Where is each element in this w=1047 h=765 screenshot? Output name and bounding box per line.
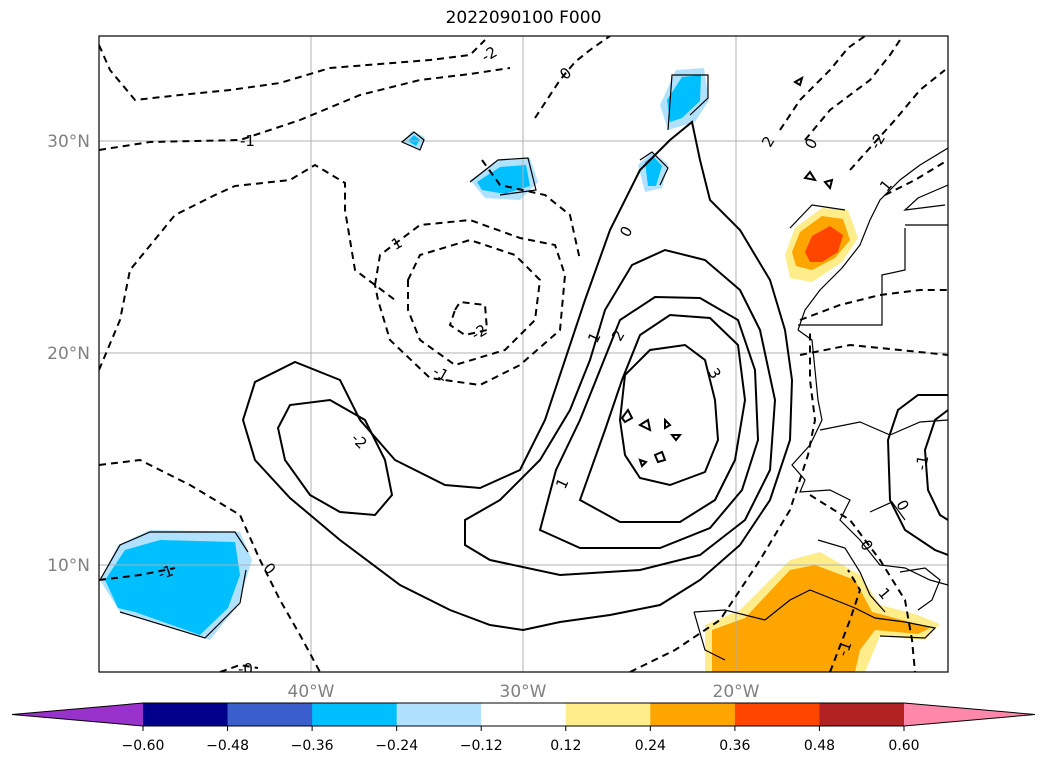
contour-label: 1: [552, 475, 572, 491]
contour-label: 0: [616, 223, 636, 240]
colorbar-tick-label: −0.48: [206, 738, 249, 754]
colorbar-bin: [734, 703, 820, 726]
lat-label-30n: 30°N: [47, 132, 90, 152]
colorbar-tick-label: 0.24: [635, 738, 666, 754]
colorbar-bin: [650, 703, 736, 726]
contour-label: -1: [430, 362, 452, 385]
colorbar-tick-label: 0.60: [888, 738, 919, 754]
contour-label: 0: [801, 135, 821, 152]
contour-label: 0: [259, 559, 279, 578]
coastlines: [99, 74, 948, 661]
map-title: 2022090100 F000: [445, 8, 602, 28]
colorbar-tick-label: 0.48: [804, 738, 835, 754]
map-frame: [98, 35, 949, 673]
contour-label: -2: [478, 43, 500, 66]
longitude-labels: 40°W 30°W 20°W: [288, 682, 760, 702]
colorbar-bin: [819, 703, 905, 726]
colorbar-tick-label: −0.60: [122, 738, 165, 754]
lat-label-10n: 10°N: [47, 556, 90, 576]
colorbar-bin: [227, 703, 313, 726]
map-plot-area: -2 0 -1 1 -1 -2 -2 0 1 2 3 1 2 0 -2 1 0 …: [99, 36, 948, 678]
lon-label-40w: 40°W: [288, 682, 335, 702]
colorbar-bin: [396, 703, 482, 726]
contour-label: 1: [584, 329, 604, 345]
contour-label: 1: [388, 233, 405, 253]
colorbar-bin: [565, 703, 651, 726]
lat-label-20n: 20°N: [47, 344, 90, 364]
lon-label-20w: 20°W: [713, 682, 760, 702]
colorbar-extend-max: [904, 703, 1035, 726]
contour-label: 1: [874, 584, 894, 603]
colorbar-tick-labels: −0.60 −0.48 −0.36 −0.24 −0.12 0.12 0.24 0.36 0.4…: [122, 726, 920, 754]
colorbar-tick-label: −0.24: [375, 738, 418, 754]
contours-negative: [99, 36, 948, 672]
colorbar: [11, 702, 1036, 727]
contour-label: 2: [758, 133, 778, 150]
contour-label: -1: [156, 561, 176, 583]
shading-positive: [705, 208, 940, 672]
contour-label: -1: [833, 638, 855, 658]
colorbar-bin: [481, 703, 567, 726]
contour-label: 1: [876, 176, 896, 195]
shading-negative: [100, 68, 709, 640]
colorbar-bin: [143, 703, 229, 726]
colorbar-tick-label: 0.36: [719, 738, 750, 754]
contour-label: -1: [240, 132, 255, 150]
contour-label: -0: [238, 660, 253, 678]
colorbar-extend-min: [12, 703, 143, 726]
latitude-labels: 30°N 20°N 10°N: [47, 132, 90, 576]
contours-positive: [241, 75, 948, 632]
colorbar-tick-label: −0.36: [291, 738, 334, 754]
colorbar-tick-label: −0.12: [460, 738, 503, 754]
colorbar-tick-label: 0.12: [550, 738, 581, 754]
lon-label-30w: 30°W: [500, 682, 547, 702]
contour-label: -1: [912, 454, 932, 472]
contour-label: -2: [347, 429, 370, 452]
colorbar-bin: [312, 703, 398, 726]
